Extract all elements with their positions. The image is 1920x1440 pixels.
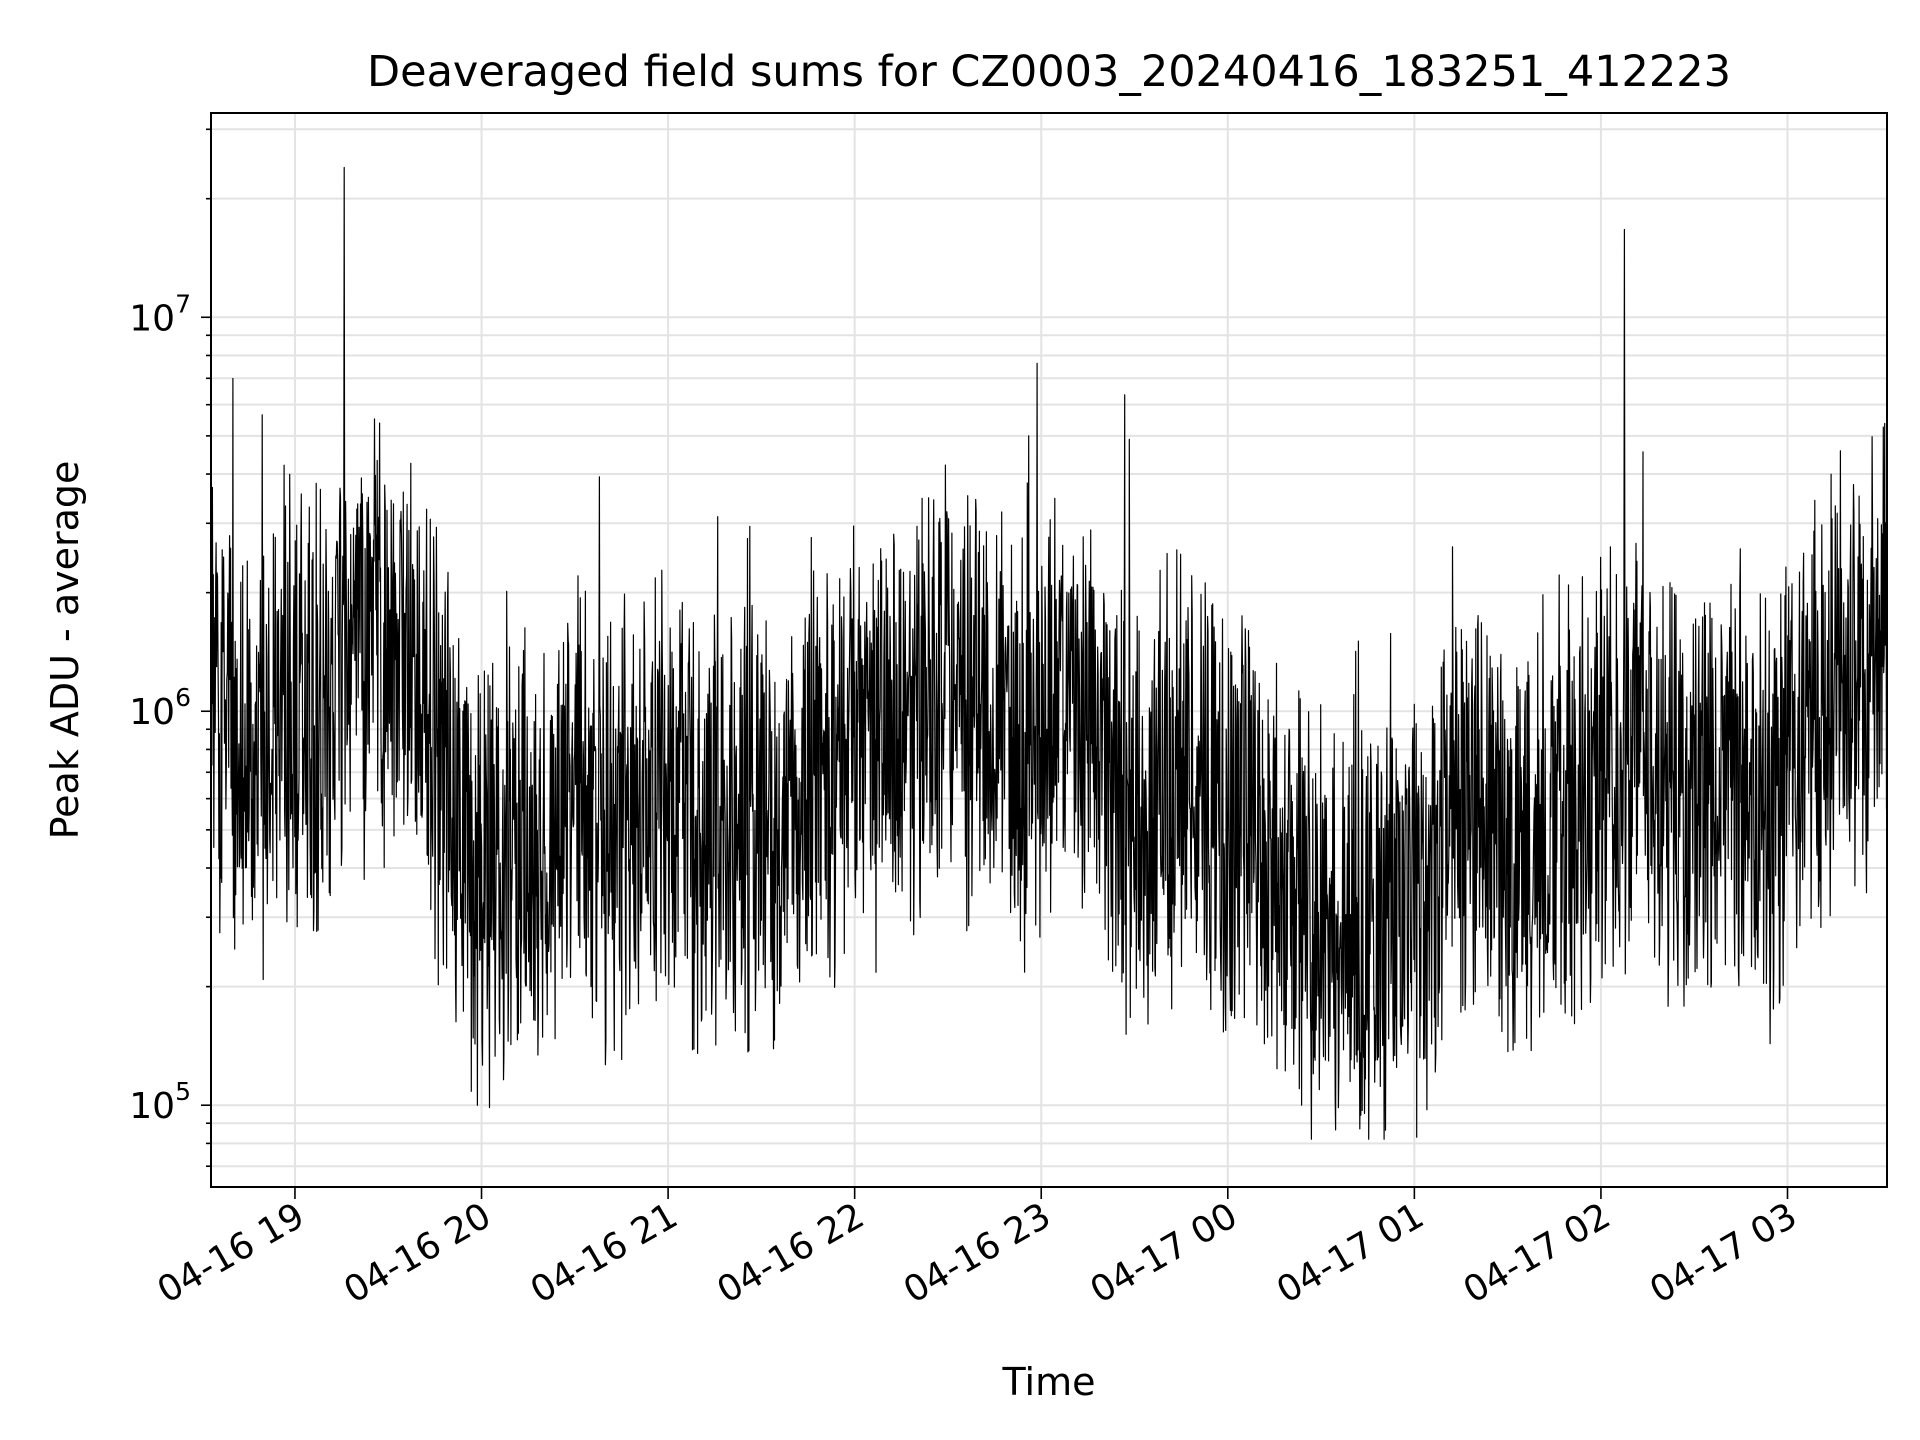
y-axis-label: Peak ADU - average (43, 461, 87, 840)
plot-frame (210, 112, 1888, 1188)
y-axis: 105 106 107 (129, 128, 211, 1168)
y-tick-label: 107 (129, 289, 191, 339)
series-layer (210, 166, 1888, 1140)
chart-title: Deaveraged field sums for CZ0003_2024041… (367, 47, 1731, 97)
series-line (210, 166, 1888, 1140)
y-tick-label: 106 (129, 683, 191, 733)
x-axis-label: Time (1002, 1360, 1096, 1404)
y-tick-label: 105 (129, 1077, 191, 1127)
